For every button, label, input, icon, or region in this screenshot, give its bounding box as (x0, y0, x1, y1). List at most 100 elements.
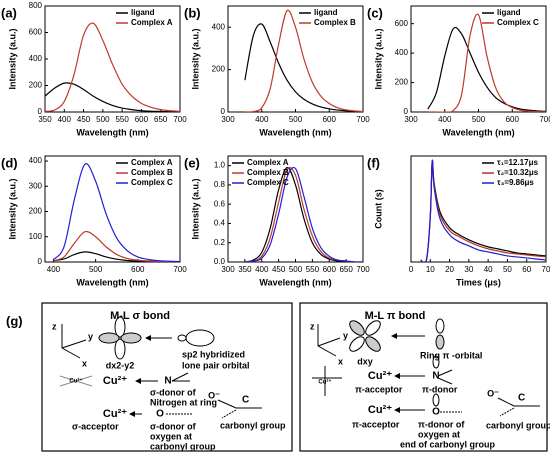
panel: 350 400 450 500 550 600 650 700 0 200 400 600 800 Wav… (1, 1, 187, 137)
legend-label: Complex B (314, 18, 356, 27)
y-tick-label: 600 (29, 28, 43, 37)
y-tick-label: 1.0 (214, 161, 226, 170)
panel: 0 10 20 30 40 50 60 70 Times (μs) Count (s) (f) τ₁=… (367, 155, 550, 287)
series-group (45, 22, 180, 112)
y-tick-label: 400 (29, 54, 43, 63)
legend-label: Complex C (131, 178, 173, 187)
diagram-text: y (343, 330, 348, 340)
panel-label: (d) (1, 155, 18, 170)
diagram-text: σ-donor of (150, 421, 197, 431)
y-tick-label: 0.2 (214, 238, 226, 247)
series-group (420, 159, 546, 262)
series-line (420, 159, 546, 262)
x-tick-label: 700 (173, 265, 187, 274)
panel: 300 350 400 450 500 550 600 650 700 0.0 0.2 0.4 0.6 0… (184, 155, 370, 287)
series-line (45, 22, 180, 112)
x-tick-label: 400 (255, 265, 269, 274)
y-tick-label: 0 (404, 107, 409, 116)
x-tick-label: 400 (47, 265, 61, 274)
y-tick-label: 0 (38, 107, 43, 116)
diagram-text: M-L π bond (365, 310, 426, 322)
diagram-text: O⁻ (208, 390, 220, 400)
y-tick-label: 600 (395, 19, 409, 28)
x-tick-label: 30 (464, 265, 473, 274)
diagram-text: lone pair orbital (182, 360, 250, 370)
series-group (52, 163, 180, 262)
y-tick-label: 200 (29, 81, 43, 90)
x-tick-label: 500 (472, 115, 486, 124)
diagram-text: oxygen at (150, 431, 192, 441)
diagram-text: π-donor (422, 384, 458, 394)
diagram-text: z (310, 321, 315, 331)
diagram-text: N (164, 376, 171, 387)
diagram-text: dxy (357, 356, 373, 366)
x-tick-label: 0 (409, 265, 414, 274)
legend-label: Complex A (131, 18, 173, 27)
panel-label: (e) (184, 155, 200, 170)
diagram-text: x (82, 358, 87, 368)
y-tick-label: 300 (29, 181, 43, 190)
x-tick-label: 20 (445, 265, 454, 274)
series-group (427, 13, 546, 112)
legend-label: ligand (497, 8, 521, 17)
y-tick-label: 400 (212, 22, 226, 31)
x-tick-label: 650 (154, 115, 168, 124)
diagram-text: O (156, 409, 164, 420)
y-tick-label: 0.8 (214, 180, 226, 189)
diagram-text: x (338, 356, 343, 366)
legend-label: Complex A (131, 158, 173, 167)
x-tick-label: 300 (404, 115, 418, 124)
diagram-text: N (432, 371, 439, 382)
legend-label: Complex C (247, 178, 289, 187)
y-tick-label: 0 (38, 257, 43, 266)
series-line (427, 26, 546, 112)
x-tick-label: 60 (522, 265, 531, 274)
series-line (244, 166, 363, 262)
series-line (244, 23, 363, 112)
series-line (52, 163, 180, 262)
series-group (244, 9, 363, 112)
diagram: (g) (6, 302, 550, 452)
x-axis-label: Times (μs) (456, 277, 501, 287)
diagram-text: carbonyl group (486, 420, 550, 430)
box (41, 302, 293, 452)
panel-label: (a) (1, 5, 17, 20)
legend-label: τ₂=10.32μs (497, 168, 539, 177)
x-tick-label: 500 (96, 115, 110, 124)
y-tick-label: 100 (29, 232, 43, 241)
series-line (244, 9, 363, 112)
series-line (45, 82, 180, 112)
x-axis-label: Wavelength (nm) (76, 277, 148, 287)
y-tick-label: 0 (221, 107, 226, 116)
diagram-text: O (432, 407, 440, 418)
x-tick-label: 450 (272, 265, 286, 274)
x-axis-label: Wavelength (nm) (259, 277, 331, 287)
diagram-text: Cu²⁺ (103, 375, 127, 387)
plot-frame (410, 155, 547, 263)
diagram-text: carbonyl group (150, 441, 216, 451)
x-tick-label: 10 (426, 265, 435, 274)
x-tick-label: 600 (323, 115, 337, 124)
panel-label: (b) (184, 5, 201, 20)
y-tick-label: 400 (395, 48, 409, 57)
y-tick-label: 0.4 (214, 219, 226, 228)
panel-label: (f) (367, 155, 380, 170)
x-tick-label: 600 (135, 115, 149, 124)
panel: 400 500 600 700 0 100 200 300 400 Wavelength (nm)… (1, 155, 187, 287)
diagram-text: end of carbonyl group (400, 439, 496, 449)
diagram-text: C (242, 395, 249, 406)
diagram-text: σ-acceptor (72, 421, 119, 431)
x-tick-label: 600 (131, 265, 145, 274)
diagram-text: Ring π -orbital (420, 350, 482, 360)
y-axis-label: Intensity (a.u.) (190, 178, 200, 239)
x-tick-label: 500 (289, 115, 303, 124)
x-tick-label: 400 (438, 115, 452, 124)
diagram-text: oxygen at (418, 429, 460, 439)
x-tick-label: 70 (542, 265, 550, 274)
x-tick-label: 400 (255, 115, 269, 124)
diagram-text: carbonyl group (220, 420, 286, 430)
x-tick-label: 450 (77, 115, 91, 124)
x-tick-label: 700 (173, 115, 187, 124)
x-tick-label: 550 (306, 265, 320, 274)
